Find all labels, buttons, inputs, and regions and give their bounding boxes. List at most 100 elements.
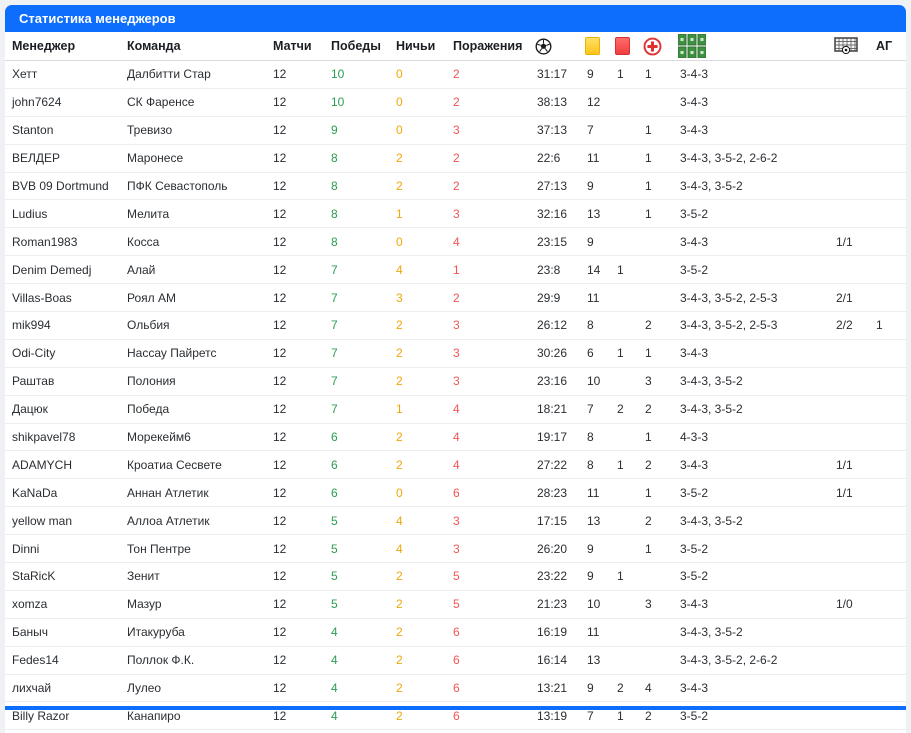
cell-wins: 9 (331, 123, 338, 138)
cell-yellow-cards: 10 (587, 597, 601, 612)
cell-injuries: 2 (645, 513, 652, 528)
formations-grid-icon (678, 34, 706, 58)
page: { "title": "Статистика менеджеров", "col… (5, 5, 906, 733)
cell-formations: 3-4-3, 3-5-2, 2-5-3 (680, 318, 778, 333)
table-row: Denim Demedj Алай 12 7 4 1 23:8 14 1 3-5… (5, 256, 906, 285)
cell-injuries: 2 (645, 457, 652, 472)
cell-yellow-cards: 13 (587, 206, 601, 221)
cell-formations: 4-3-3 (680, 430, 709, 445)
card-title-bar: Статистика менеджеров (5, 5, 906, 32)
cell-matches: 12 (273, 151, 287, 166)
cell-matches: 12 (273, 457, 287, 472)
cell-wins: 8 (331, 206, 338, 221)
cell-matches: 12 (273, 234, 287, 249)
cell-wins: 7 (331, 374, 338, 389)
cell-injuries: 1 (645, 123, 652, 138)
cell-formations: 3-5-2 (680, 541, 709, 556)
cell-yellow-cards: 14 (587, 262, 601, 277)
cell-wins: 7 (331, 262, 338, 277)
cell-team: Аннан Атлетик (127, 485, 209, 500)
cell-injuries: 2 (645, 708, 652, 723)
cell-injuries: 1 (645, 179, 652, 193)
cell-team: Морекейм6 (127, 430, 191, 445)
cell-wins: 7 (331, 346, 338, 361)
cell-manager: Stanton (12, 123, 54, 138)
cell-red-cards: 1 (617, 457, 624, 472)
cell-yellow-cards: 11 (587, 151, 600, 166)
cell-score: 28:23 (537, 485, 568, 500)
cell-formations: 3-4-3 (680, 234, 709, 249)
cell-injuries: 4 (645, 681, 652, 696)
cell-manager: ADAMYCH (12, 457, 73, 472)
cell-manager: StaRicK (12, 569, 56, 584)
cell-draws: 4 (396, 513, 403, 528)
cell-injuries: 3 (645, 597, 652, 612)
cell-matches: 12 (273, 95, 287, 110)
cell-team: Поллок Ф.К. (127, 653, 195, 668)
cell-matches: 12 (273, 513, 287, 528)
cell-yellow-cards: 11 (587, 485, 600, 500)
cell-manager: лихчай (12, 681, 52, 696)
table-row: Odi-City Нассау Пайретс 12 7 2 3 30:26 6… (5, 339, 906, 368)
cell-manager: Billy Razor (12, 708, 70, 723)
table-header-row: Менеджер Команда Матчи Победы Ничьи Пора… (5, 32, 906, 61)
cell-draws: 4 (396, 262, 403, 277)
cell-manager: mik994 (12, 318, 51, 333)
cell-matches: 12 (273, 290, 287, 305)
cell-team: Мелита (127, 206, 170, 221)
cell-injuries: 1 (645, 67, 652, 82)
cell-draws: 0 (396, 123, 403, 138)
cell-score: 29:9 (537, 290, 561, 305)
cell-yellow-cards: 8 (587, 430, 594, 445)
cell-injuries: 2 (645, 402, 652, 417)
table-row: Дацюк Победа 12 7 1 4 18:21 7 2 2 3-4-3,… (5, 395, 906, 424)
cell-wins: 8 (331, 234, 338, 249)
cell-score: 23:8 (537, 262, 561, 277)
cell-injuries: 3 (645, 374, 652, 389)
cell-yellow-cards: 11 (587, 625, 600, 640)
table-row: Villas-Boas Роял АМ 12 7 3 2 29:9 11 3-4… (5, 284, 906, 313)
cell-wins: 6 (331, 457, 338, 472)
cell-losses: 3 (453, 123, 460, 138)
cell-injuries: 1 (645, 430, 652, 445)
cell-yellow-cards: 10 (587, 374, 601, 389)
col-header-yellow-cards (581, 37, 611, 55)
col-header-team: Команда (127, 39, 181, 53)
cell-draws: 4 (396, 541, 403, 556)
cell-score: 26:12 (537, 318, 568, 333)
cell-team: Аллоа Атлетик (127, 513, 210, 528)
cell-team: Ольбия (127, 318, 170, 333)
cell-matches: 12 (273, 67, 287, 82)
cell-draws: 2 (396, 653, 403, 668)
cell-team: Роял АМ (127, 290, 176, 305)
cell-matches: 12 (273, 708, 287, 723)
cell-formations: 3-5-2 (680, 262, 709, 277)
cell-losses: 6 (453, 485, 460, 500)
cell-injuries: 1 (645, 541, 652, 556)
cell-matches: 12 (273, 569, 287, 584)
table-row: mik994 Ольбия 12 7 2 3 26:12 8 2 3-4-3, … (5, 312, 906, 340)
cell-wins: 6 (331, 485, 338, 500)
cell-penalties: 1/1 (836, 457, 853, 472)
table-body: Хетт Далбитти Стар 12 10 0 2 31:17 9 1 1… (5, 61, 906, 731)
table-row: shikpavel78 Морекейм6 12 6 2 4 19:17 8 1… (5, 423, 906, 452)
cell-matches: 12 (273, 318, 287, 333)
cell-formations: 3-4-3 (680, 123, 709, 138)
cell-team: Тревизо (127, 123, 173, 138)
cell-draws: 2 (396, 346, 403, 361)
table-row: xomza Мазур 12 5 2 5 21:23 10 3 3-4-3 1/… (5, 590, 906, 619)
cell-red-cards: 1 (617, 569, 624, 584)
cell-losses: 5 (453, 569, 460, 584)
cell-team: Мазур (127, 597, 162, 612)
cell-yellow-cards: 13 (587, 513, 601, 528)
cell-losses: 2 (453, 95, 460, 110)
cell-losses: 3 (453, 206, 460, 221)
cell-losses: 2 (453, 67, 460, 82)
cell-wins: 8 (331, 179, 338, 193)
cell-losses: 3 (453, 374, 460, 389)
table-row: ADAMYCH Кроатиа Сесвете 12 6 2 4 27:22 8… (5, 451, 906, 480)
cell-injuries: 1 (645, 485, 652, 500)
managers-stats-table: Менеджер Команда Матчи Победы Ничьи Пора… (5, 32, 906, 733)
col-header-penalties (830, 37, 870, 55)
cell-penalties: 1/1 (836, 485, 853, 500)
